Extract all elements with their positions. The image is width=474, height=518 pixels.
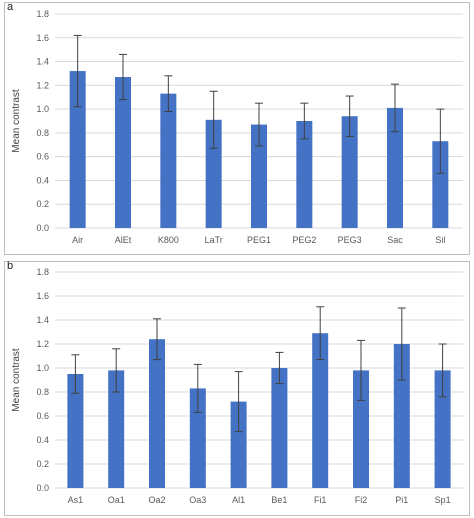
error-bar-air [73,34,82,108]
bar-peg2 [296,121,313,228]
x-tick-label: Sp1 [435,495,451,505]
x-tick-label: AlEt [115,235,132,245]
x-tick-label: Be1 [271,495,287,505]
error-bar-peg2 [300,102,309,140]
error-bar-sac [391,83,399,133]
bar-sac [387,107,403,228]
error-bar-as1 [71,354,80,394]
y-tick-label: 1.8 [36,267,49,277]
bar-al1 [230,401,247,488]
bar-alet [115,77,131,228]
bar-as1 [67,374,84,488]
x-tick-label: Oa3 [189,495,206,505]
x-tick-label: PEG2 [292,235,316,245]
x-tick-label: Al1 [232,495,245,505]
y-tick-label: 0.8 [36,387,49,397]
x-tick-label: Fi1 [314,495,327,505]
y-tick-label: 1.0 [36,363,49,373]
error-bar-oa1 [112,348,121,393]
bar-fi1 [312,333,329,488]
y-tick-label: 0.6 [36,152,49,162]
x-tick-label: As1 [68,495,84,505]
bar-latr [205,119,222,228]
x-tick-label: Fi2 [355,495,368,505]
panel-label-b: b [7,260,14,272]
error-bar-k800 [164,75,173,112]
bar-chart-b: 0.0 0.2 0.4 0.6 0.8 1.0 1.2 1.4 1.6 1.8 Mean contr… [11,267,463,505]
chart-panel-a: a 0.0 0.2 0.4 0.6 0.8 1.0 1.2 1.4 1.6 1.8 Mean con… [4,1,470,255]
bar-air [69,71,86,228]
error-bar-pi1 [397,307,406,381]
x-tick-label: Pi1 [395,495,408,505]
y-tick-label: 1.6 [36,291,49,301]
x-tick-label: Sac [387,235,403,245]
error-bar-latr [209,90,218,149]
bar-peg3 [341,116,358,228]
y-tick-label: 0.8 [36,128,49,138]
x-tick-label: PEG3 [338,235,362,245]
y-tick-label: 0.0 [36,483,49,493]
y-tick-label: 0.0 [36,223,49,233]
error-bar-sil [436,108,445,174]
bar-oa1 [108,370,125,488]
error-bar-fi2 [357,339,365,401]
bar-k800 [160,93,177,229]
bar-sil [432,141,449,228]
y-tick-label: 1.0 [36,104,49,114]
y-tick-label: 0.2 [36,199,49,209]
y-tick-label: 1.8 [36,9,49,19]
y-tick-label: 0.4 [36,175,49,185]
bar-oa2 [149,339,165,488]
y-tick-label: 1.2 [36,80,49,90]
y-tick-label: 0.6 [36,411,49,421]
y-tick-label: 1.6 [36,33,49,43]
error-bar-fi1 [316,306,325,361]
error-bar-peg3 [345,95,354,137]
error-bar-sp1 [438,343,447,398]
y-tick-label: 0.4 [36,435,49,445]
error-bar-be1 [275,351,284,385]
panel-label-a: a [7,1,14,13]
bar-oa3 [189,388,206,488]
y-tick-label: 1.2 [36,339,49,349]
x-tick-label: PEG1 [247,235,271,245]
x-tick-label: Sil [435,235,445,245]
bar-chart-a: 0.0 0.2 0.4 0.6 0.8 1.0 1.2 1.4 1.6 1.8 Mean contr… [11,9,463,245]
error-bar-alet [119,53,127,101]
x-tick-label: Oa2 [148,495,165,505]
x-tick-label: Air [72,235,83,245]
error-bar-al1 [234,371,243,433]
y-tick-label: 0.2 [36,459,49,469]
bar-be1 [271,368,288,488]
chart-panel-b: b 0.0 0.2 0.4 0.6 0.8 1.0 1.2 1.4 1.6 1.8 Mean con… [4,260,470,516]
y-axis-label: Mean contrast [11,348,22,412]
x-tick-label: Oa1 [108,495,125,505]
x-tick-label: LaTr [205,235,223,245]
y-axis-label: Mean contrast [11,89,22,153]
bar-peg1 [251,124,267,228]
y-tick-label: 1.4 [36,315,49,325]
y-tick-label: 1.4 [36,57,49,67]
x-tick-label: K800 [158,235,179,245]
error-bar-peg1 [255,102,263,147]
bar-fi2 [353,370,369,488]
error-bar-oa3 [193,363,202,413]
error-bar-oa2 [153,318,161,361]
bar-sp1 [434,370,451,488]
